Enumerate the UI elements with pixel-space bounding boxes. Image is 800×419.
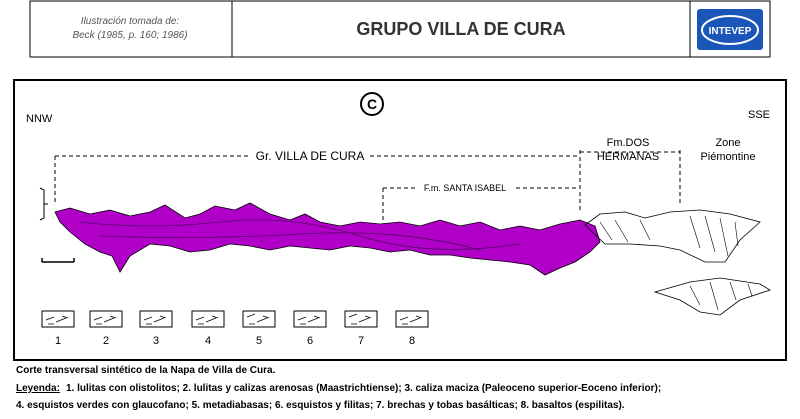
- panel-label: C: [367, 96, 377, 112]
- unit-label: Piémontine: [700, 151, 755, 163]
- unit-label: Fm.DOS: [607, 137, 650, 149]
- scale-bar: [41, 258, 75, 263]
- hermanas-body: [584, 209, 761, 263]
- hatching: [599, 215, 739, 257]
- scale-bar: [39, 187, 48, 221]
- unit-label: Zone: [715, 137, 740, 149]
- legend-swatch: [395, 310, 429, 328]
- legend-pattern: [143, 315, 167, 325]
- legend-number: 3: [153, 335, 159, 347]
- legend-number: 6: [307, 335, 313, 347]
- legend-swatch: [41, 310, 75, 328]
- legend-swatch: [293, 310, 327, 328]
- legend-number: 1: [55, 335, 61, 347]
- unit-label: F.m. SANTA ISABEL: [424, 183, 506, 193]
- legend-pattern: [93, 315, 117, 325]
- legend-number: 7: [358, 335, 364, 347]
- label-bg: [250, 148, 370, 162]
- legend-number: 5: [256, 335, 262, 347]
- villa-de-cura-body: [54, 202, 601, 276]
- lower-body: [653, 277, 771, 316]
- credit: Ilustración tomada de:: [81, 16, 180, 27]
- caption-label: Leyenda:: [16, 383, 60, 394]
- legend-swatch: [242, 310, 276, 328]
- legend-pattern: [195, 315, 219, 325]
- header-frame: [29, 0, 771, 58]
- legend-swatch: [139, 310, 173, 328]
- unit-label: HERMANAS: [597, 151, 659, 163]
- legend-number: 8: [409, 335, 415, 347]
- logo-ring: [701, 15, 759, 45]
- direction: SSE: [748, 109, 770, 121]
- panel-circle: [360, 92, 384, 116]
- legend-keys: 1 2 3 4 5 6 7 8: [41, 310, 429, 347]
- hatching: [689, 281, 753, 311]
- legend-number: 4: [205, 335, 211, 347]
- legend-pattern: [399, 315, 423, 325]
- logo-text: INTEVEP: [709, 26, 752, 37]
- legend-pattern: [297, 315, 321, 325]
- caption-line: 4. esquistos verdes con glaucofano; 5. m…: [16, 400, 625, 411]
- figure-frame: [13, 79, 787, 361]
- title: GRUPO VILLA DE CURA: [356, 19, 565, 39]
- credit: Beck (1985, p. 160; 1986): [72, 30, 187, 41]
- legend-swatch: [344, 310, 378, 328]
- legend-pattern: [45, 315, 69, 325]
- legend-pattern: [246, 313, 270, 325]
- legend-swatch: [191, 310, 225, 328]
- layering: [79, 219, 521, 251]
- label-bg: [415, 182, 515, 194]
- caption-line: 1. lulitas con olistolitos; 2. lulitas y…: [66, 383, 661, 394]
- caption-title: Corte transversal sintético de la Napa d…: [16, 365, 276, 376]
- legend-pattern: [348, 313, 372, 325]
- legend-number: 2: [103, 335, 109, 347]
- legend-swatch: [89, 310, 123, 328]
- direction: NNW: [26, 113, 53, 125]
- unit-label: Gr. VILLA DE CURA: [256, 149, 365, 163]
